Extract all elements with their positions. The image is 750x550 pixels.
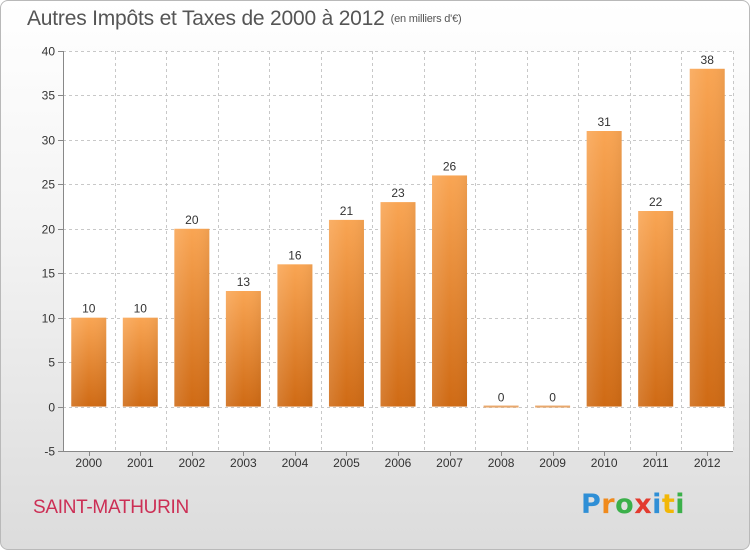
bar-shade (71, 317, 107, 407)
logo-letter: t (661, 489, 676, 520)
data-label: 0 (549, 391, 556, 405)
data-label: 13 (237, 275, 251, 289)
data-label: 31 (597, 115, 611, 129)
logo-letter: i (652, 489, 662, 520)
bars-group: 10 10 20 13 16 21 23 26 0 0 31 22 38 (71, 53, 725, 408)
y-tick-label: 15 (42, 267, 56, 281)
data-label: 21 (340, 204, 354, 218)
bar-shade (174, 228, 210, 407)
x-tick-label: 2003 (230, 456, 257, 470)
y-tick-label: 35 (42, 89, 56, 103)
chart-title: Autres Impôts et Taxes de 2000 à 2012 (en… (27, 7, 462, 31)
bar (483, 405, 519, 408)
data-label: 0 (498, 391, 505, 405)
y-tick-label: -5 (44, 445, 55, 459)
x-tick-label: 2005 (333, 456, 360, 470)
data-label: 22 (649, 195, 663, 209)
x-tick-label: 2002 (178, 456, 205, 470)
x-tick-label: 2006 (385, 456, 412, 470)
x-tick-label: 2011 (643, 456, 669, 470)
bar-shade (689, 68, 725, 407)
y-tick-label: 30 (42, 134, 56, 148)
logo-letter: x (634, 489, 653, 520)
chart-title-unit: (en milliers d'€) (390, 13, 462, 25)
data-label: 20 (185, 213, 199, 227)
data-label: 23 (391, 186, 405, 200)
x-tick-label: 2009 (539, 456, 566, 470)
proxiti-logo: Proxiti (581, 489, 685, 520)
x-tick-label: 2010 (591, 456, 618, 470)
data-label: 38 (701, 53, 715, 67)
x-tick-label: 2004 (282, 456, 309, 470)
chart-title-text: Autres Impôts et Taxes de 2000 à 2012 (27, 7, 385, 30)
logo-letter: i (675, 489, 686, 520)
y-tick-label: 5 (48, 356, 55, 370)
bar-shade (122, 317, 158, 407)
y-tick-label: 25 (42, 178, 56, 192)
bar-shade (225, 291, 261, 407)
y-tick-label: 40 (42, 45, 56, 59)
data-label: 26 (443, 159, 457, 173)
x-tick-label: 2008 (488, 456, 515, 470)
x-tick-label: 2000 (75, 456, 102, 470)
x-tick-label: 2001 (127, 456, 154, 470)
logo-letter: r (601, 489, 616, 520)
commune-name: SAINT-MATHURIN (33, 497, 189, 518)
y-tick-label: 10 (42, 312, 56, 326)
data-label: 16 (288, 248, 302, 262)
x-tick-label: 2012 (694, 456, 721, 470)
logo-letter: o (615, 489, 635, 520)
bar-shade (432, 175, 468, 407)
bar-shade (380, 202, 416, 407)
bar-shade (638, 211, 674, 407)
logo-letter: P (581, 489, 602, 520)
bar-shade (328, 219, 364, 407)
y-tick-label: 20 (42, 223, 56, 237)
bar (535, 405, 571, 408)
bar-shade (586, 131, 622, 407)
bar-shade (277, 264, 313, 407)
data-label: 10 (82, 302, 96, 316)
x-tick-label: 2007 (436, 456, 463, 470)
data-label: 10 (134, 302, 148, 316)
y-tick-label: 0 (48, 401, 55, 415)
